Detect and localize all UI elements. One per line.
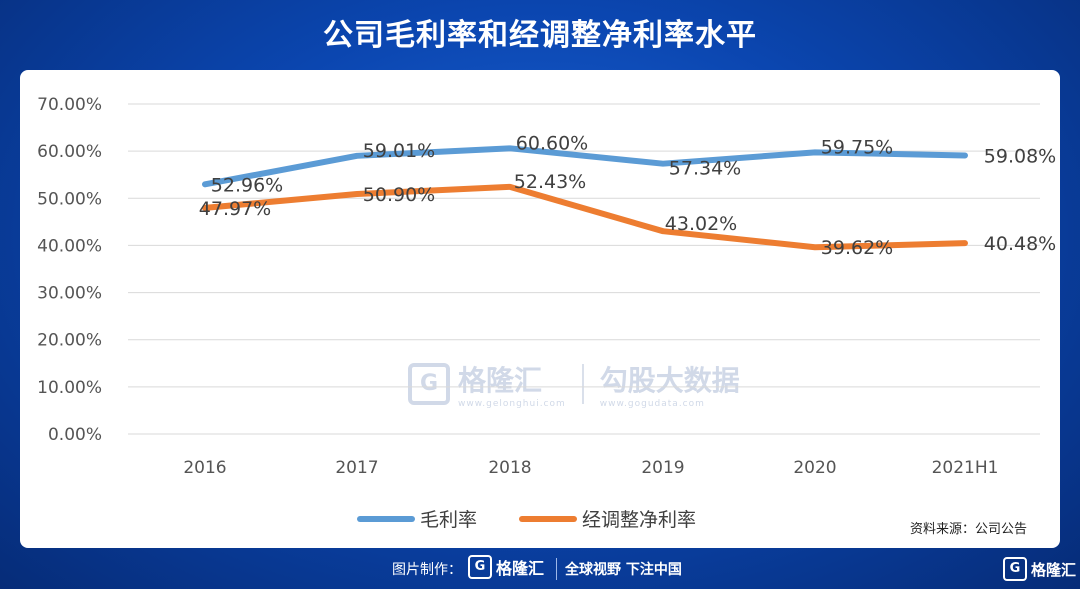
footer-divider xyxy=(556,558,557,580)
data-label: 59.75% xyxy=(821,136,893,158)
legend-label-1: 毛利率 xyxy=(420,509,477,531)
x-tick-label: 2020 xyxy=(793,458,836,478)
data-label: 60.60% xyxy=(516,132,588,154)
series-line-2 xyxy=(202,183,968,251)
footer-made-by: 图片制作： xyxy=(392,562,462,578)
data-label: 59.01% xyxy=(363,140,435,162)
y-tick-label: 60.00% xyxy=(37,142,102,162)
x-tick-label: 2016 xyxy=(183,458,226,478)
data-label: 59.08% xyxy=(984,145,1056,167)
line-chart: 0.00% 10.00% 20.00% 30.00% 40.00% 50.00% 60.00… xyxy=(37,95,1056,531)
data-label: 50.90% xyxy=(363,184,435,206)
footer-slogan: 全球视野 下注中国 xyxy=(565,562,682,578)
x-tick-label: 2017 xyxy=(335,458,378,478)
footer: 图片制作： G 格隆汇 全球视野 下注中国 G 格隆汇 xyxy=(0,552,1080,589)
watermark: G 格隆汇 www.gelonghui.com 勾股大数据 www.goguda… xyxy=(408,359,740,409)
y-tick-label: 20.00% xyxy=(37,331,102,351)
legend-label-2: 经调整净利率 xyxy=(582,509,696,531)
x-tick-label: 2019 xyxy=(641,458,684,478)
watermark-logo-icon: G xyxy=(408,363,450,405)
y-tick-label: 10.00% xyxy=(37,378,102,398)
data-label: 43.02% xyxy=(665,213,737,235)
footer-brand-name: 格隆汇 xyxy=(496,559,545,578)
brand-logo-icon: G xyxy=(468,555,492,579)
watermark-data-brand: 勾股大数据 xyxy=(599,364,740,397)
watermark-brand-url: www.gelonghui.com xyxy=(458,399,566,409)
data-label: 40.48% xyxy=(984,233,1056,255)
x-tick-label: 2021H1 xyxy=(932,458,999,478)
corner-brand: G 格隆汇 xyxy=(1003,557,1076,581)
data-label: 39.62% xyxy=(821,237,893,259)
footer-brand: G 格隆汇 xyxy=(468,555,544,579)
y-tick-label: 40.00% xyxy=(37,236,102,256)
corner-brand-name: 格隆汇 xyxy=(1031,560,1077,579)
watermark-divider xyxy=(581,364,584,404)
corner-logo-icon: G xyxy=(1003,557,1027,581)
watermark-brand: 格隆汇 xyxy=(458,364,543,397)
source-note: 资料来源：公司公告 xyxy=(910,522,1028,537)
data-label: 57.34% xyxy=(669,158,741,180)
data-label: 52.43% xyxy=(514,171,586,193)
page-title: 公司毛利率和经调整净利率水平 xyxy=(323,18,757,53)
watermark-data-url: www.gogudata.com xyxy=(599,399,705,409)
y-tick-label: 50.00% xyxy=(37,189,102,209)
x-tick-label: 2018 xyxy=(488,458,531,478)
y-tick-label: 0.00% xyxy=(48,425,102,445)
series-line-1 xyxy=(202,145,968,188)
y-tick-label: 30.00% xyxy=(37,284,102,304)
chart-panel: G 格隆汇 www.gelonghui.com 勾股大数据 www.goguda… xyxy=(20,70,1060,548)
data-label: 47.97% xyxy=(199,198,271,220)
y-tick-label: 70.00% xyxy=(37,95,102,115)
data-label: 52.96% xyxy=(211,174,283,196)
